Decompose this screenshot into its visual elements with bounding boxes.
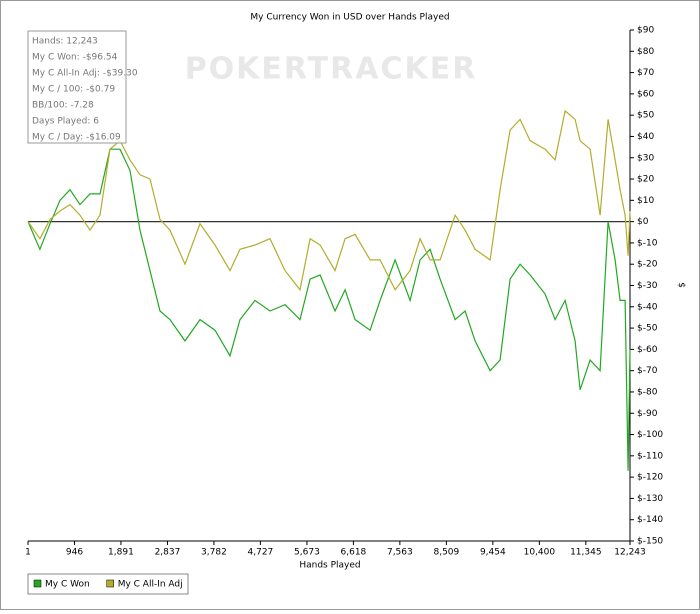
- x-tick-label: 11,345: [570, 548, 602, 558]
- y-tick-label: $-20: [637, 260, 658, 270]
- y-tick-label: $-30: [637, 281, 658, 291]
- y-tick-label: $60: [637, 89, 654, 99]
- y-tick-label: $-90: [637, 409, 658, 419]
- y-tick-label: $70: [637, 68, 654, 78]
- legend-swatch: [33, 579, 42, 588]
- legend-label: My C All-In Adj: [118, 580, 183, 590]
- x-tick-label: 946: [66, 548, 83, 558]
- stats-line: My C / 100: -$0.79: [32, 85, 115, 95]
- x-tick-label: 7,563: [387, 548, 413, 558]
- y-tick-label: $30: [637, 153, 654, 163]
- y-tick-label: $-10: [637, 238, 658, 248]
- legend-label: My C Won: [45, 580, 90, 590]
- x-tick-label: 5,673: [294, 548, 320, 558]
- stats-line: My C All-In Adj: -$39.30: [32, 69, 138, 79]
- x-tick-label: 2,837: [155, 548, 181, 558]
- x-tick-label: 8,509: [433, 548, 459, 558]
- y-tick-label: $-130: [637, 494, 663, 504]
- x-tick-label: 3,782: [201, 548, 227, 558]
- y-tick-label: $-70: [637, 366, 658, 376]
- y-tick-label: $-80: [637, 387, 658, 397]
- chart-title: My Currency Won in USD over Hands Played: [250, 13, 449, 23]
- x-tick-label: 9,454: [480, 548, 506, 558]
- y-axis-label: $: [678, 282, 688, 288]
- y-tick-label: $-110: [637, 451, 663, 461]
- stats-line: My C Won: -$96.54: [32, 53, 118, 63]
- x-tick-label: 1,891: [108, 548, 134, 558]
- y-tick-label: $-150: [637, 537, 663, 547]
- y-tick-label: $90: [637, 26, 654, 36]
- stats-box: [27, 30, 127, 144]
- stats-line: Days Played: 6: [32, 117, 99, 127]
- y-tick-label: $80: [637, 47, 654, 57]
- stats-line: Hands: 12,243: [32, 37, 98, 47]
- y-tick-label: $40: [637, 132, 654, 142]
- series-line: [27, 109, 631, 292]
- x-tick-label: 4,727: [248, 548, 274, 558]
- x-tick-label: 10,400: [524, 548, 556, 558]
- y-tick-label: $-50: [637, 324, 658, 334]
- x-tick-label: 12,243: [614, 548, 646, 558]
- x-tick-label: 6,618: [341, 548, 367, 558]
- x-tick-label: 1: [25, 548, 31, 558]
- watermark: POKERTRACKER: [185, 52, 478, 87]
- y-tick-label: $10: [637, 196, 654, 206]
- y-tick-label: $-40: [637, 302, 658, 312]
- y-tick-label: $50: [637, 111, 654, 121]
- y-tick-label: $-120: [637, 473, 663, 483]
- x-axis-label: Hands Played: [299, 561, 360, 571]
- stats-line: My C / Day: -$16.09: [32, 133, 121, 143]
- y-tick-label: $0: [637, 217, 649, 227]
- y-tick-label: $-100: [637, 430, 663, 440]
- stats-line: BB/100: -7.28: [32, 101, 94, 111]
- series-line: [27, 148, 631, 471]
- y-tick-label: $20: [637, 175, 654, 185]
- y-tick-label: $-140: [637, 515, 663, 525]
- y-tick-label: $-60: [637, 345, 658, 355]
- legend-swatch: [106, 579, 114, 588]
